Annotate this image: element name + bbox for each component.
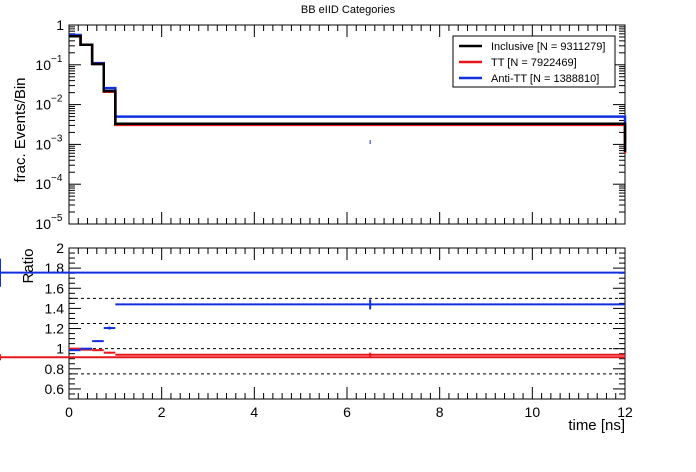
legend-label: Inclusive [N = 9311279] [491, 41, 605, 53]
ratio-point [0, 354, 625, 361]
top-x-ticks [68, 25, 626, 224]
bottom-x-ticks: 0 2 4 6 8 10 12 [65, 248, 633, 420]
x-tick-label: 0 [65, 404, 73, 420]
ratio-point [0, 258, 625, 287]
y-tick-label: 2 [56, 240, 64, 256]
top-y-axis-label: frac. Events/Bin [12, 77, 29, 182]
x-tick-label: 10 [525, 404, 541, 420]
y-tick-exponent: −3 [51, 133, 63, 144]
y-tick-label: 1.6 [45, 280, 65, 296]
ratio-point [115, 299, 625, 310]
y-tick-label: 1.2 [45, 321, 65, 337]
y-tick-label: 10 [35, 136, 51, 152]
y-tick-label: 1 [56, 341, 64, 357]
y-tick-label: 10 [35, 216, 51, 232]
bottom-panel: 0 2 4 6 8 10 12 0.6 0.8 1 1.2 1.4 1.6 1.8 2 Ratio tim… [0, 240, 633, 434]
legend: Inclusive [N = 9311279] TT [N = 7922469] A… [452, 35, 616, 88]
x-tick-label: 8 [436, 404, 444, 420]
y-tick-exponent: −4 [51, 173, 63, 184]
y-tick-label: 0.8 [45, 361, 65, 377]
chart-title: BB eIID Categories [301, 4, 396, 16]
ratio-point [92, 340, 104, 343]
legend-label: TT [N = 7922469] [491, 57, 577, 69]
y-tick-label: 10 [35, 176, 51, 192]
x-tick-label: 6 [343, 404, 351, 420]
reference-lines [69, 297, 625, 375]
ratio-point [103, 351, 116, 354]
top-panel: 110−110−210−310−410−5 frac. Events/Bin I… [12, 17, 627, 232]
legend-entries: Inclusive [N = 9311279] TT [N = 7922469] A… [459, 41, 605, 85]
top-series [69, 33, 627, 154]
legend-label: Anti-TT [N = 1388810] [491, 73, 599, 85]
ratio-point [80, 347, 93, 350]
ratio-point [103, 326, 116, 330]
y-tick-label: 10 [35, 57, 51, 73]
y-tick-label: 10 [35, 97, 51, 113]
bottom-y-ticks: 0.6 0.8 1 1.2 1.4 1.6 1.8 2 [45, 240, 625, 400]
y-tick-label: 1 [56, 17, 64, 33]
bottom-series [0, 258, 625, 361]
bottom-y-axis-label: Ratio [20, 248, 37, 283]
x-axis-label: time [ns] [568, 417, 625, 434]
x-tick-label: 4 [250, 404, 258, 420]
y-tick-exponent: −2 [51, 94, 63, 105]
ratio-point [92, 349, 104, 352]
x-tick-label: 12 [617, 404, 633, 420]
series-line [69, 35, 627, 152]
y-tick-exponent: −5 [51, 213, 63, 224]
top-y-ticks: 110−110−210−310−410−5 [35, 17, 625, 232]
y-tick-label: 0.6 [45, 381, 65, 397]
x-tick-label: 2 [158, 404, 166, 420]
y-tick-exponent: −1 [51, 54, 63, 65]
y-tick-label: 1.4 [45, 300, 65, 316]
ratio-point [115, 352, 625, 357]
y-tick-label: 1.8 [45, 260, 65, 276]
